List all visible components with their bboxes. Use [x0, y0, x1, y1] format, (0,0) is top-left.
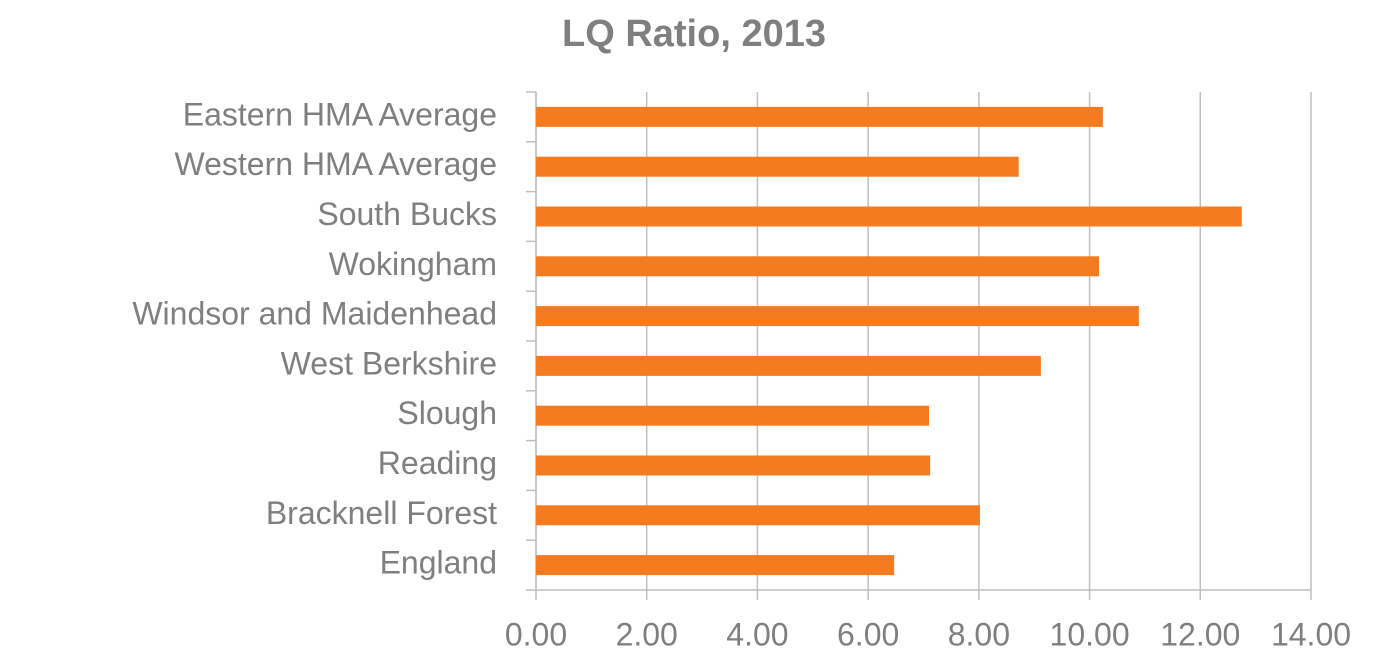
bar [536, 106, 1103, 127]
y-tick-label: Wokingham [329, 246, 497, 282]
x-tick-label: 12.00 [1160, 616, 1240, 652]
chart-title: LQ Ratio, 2013 [562, 13, 826, 55]
y-tick-label: Reading [378, 445, 497, 481]
y-tick-label: West Berkshire [281, 345, 497, 381]
y-tick-label: South Bucks [317, 196, 497, 232]
bar [536, 156, 1019, 177]
x-tick-label: 2.00 [616, 616, 678, 652]
bar [536, 405, 930, 426]
x-tick-label: 0.00 [505, 616, 567, 652]
x-tick-label: 14.00 [1271, 616, 1351, 652]
y-tick-label: Eastern HMA Average [183, 96, 497, 132]
bar [536, 555, 895, 576]
bar [536, 455, 931, 476]
bar [536, 206, 1242, 227]
x-tick-label: 8.00 [948, 616, 1010, 652]
bar [536, 256, 1099, 277]
x-tick-label: 10.00 [1050, 616, 1130, 652]
bar [536, 505, 980, 526]
y-tick-label: Western HMA Average [174, 146, 497, 182]
bar [536, 355, 1041, 376]
y-tick-label: England [380, 545, 497, 581]
y-tick-label: Bracknell Forest [266, 495, 497, 531]
bar [536, 306, 1139, 327]
x-tick-label: 6.00 [837, 616, 899, 652]
y-tick-label: Slough [397, 395, 497, 431]
y-tick-label: Windsor and Maidenhead [132, 296, 497, 332]
x-tick-label: 4.00 [726, 616, 788, 652]
